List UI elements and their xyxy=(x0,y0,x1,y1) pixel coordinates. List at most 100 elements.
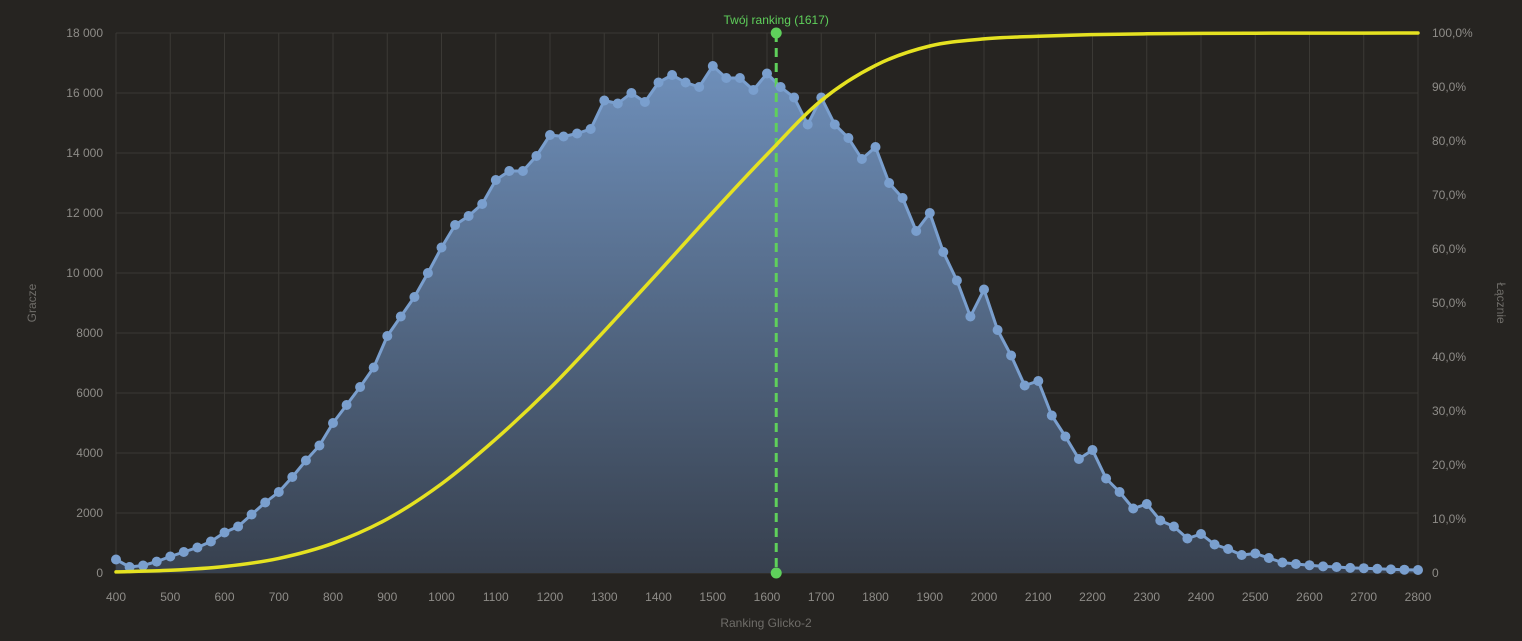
y-tick-label: 8000 xyxy=(76,326,103,340)
y-tick-label: 4000 xyxy=(76,446,103,460)
players-point xyxy=(422,268,433,278)
players-point xyxy=(1168,521,1179,532)
y2-tick-label: 60,0% xyxy=(1432,242,1466,256)
players-point xyxy=(436,242,447,253)
players-point xyxy=(1277,557,1288,568)
x-tick-label: 600 xyxy=(214,590,234,604)
players-point xyxy=(911,226,922,236)
players-point xyxy=(694,82,705,92)
y-tick-label: 18 000 xyxy=(66,26,103,40)
players-point xyxy=(762,68,772,79)
players-point xyxy=(829,119,840,130)
players-point xyxy=(233,521,244,532)
players-point xyxy=(355,382,366,392)
players-point xyxy=(938,247,949,257)
players-point xyxy=(951,275,962,286)
players-point xyxy=(368,362,379,373)
players-point xyxy=(545,130,555,140)
y-tick-label: 12 000 xyxy=(66,206,103,220)
players-point xyxy=(124,562,135,572)
players-point xyxy=(626,88,637,98)
players-point xyxy=(1196,529,1206,539)
players-point xyxy=(192,542,203,553)
rating-marker-bottom-dot xyxy=(770,567,782,579)
players-area-fill xyxy=(116,66,1418,573)
players-point xyxy=(1101,473,1112,484)
players-point xyxy=(1385,564,1396,575)
players-point xyxy=(477,199,488,209)
players-point xyxy=(680,77,691,88)
x-tick-label: 2800 xyxy=(1405,590,1432,604)
players-point xyxy=(897,193,908,203)
players-point xyxy=(721,73,732,83)
players-point xyxy=(409,292,420,302)
y2-tick-label: 20,0% xyxy=(1432,458,1466,472)
players-point xyxy=(328,418,338,428)
players-point xyxy=(924,208,935,218)
players-point xyxy=(1318,561,1329,572)
players-point xyxy=(1033,376,1044,386)
players-point xyxy=(1331,562,1342,572)
x-tick-label: 700 xyxy=(269,590,289,604)
cumulative-line xyxy=(114,31,1420,574)
players-point xyxy=(1155,515,1166,526)
y-tick-label: 0 xyxy=(96,566,103,580)
players-point xyxy=(1209,539,1220,550)
x-tick-label: 1500 xyxy=(699,590,726,604)
players-point xyxy=(205,536,216,547)
players-point xyxy=(639,97,650,107)
players-point xyxy=(1006,350,1017,361)
y2-tick-label: 0 xyxy=(1432,566,1439,580)
players-point xyxy=(979,284,989,295)
players-point xyxy=(138,560,149,571)
players-point xyxy=(1399,564,1410,575)
axes: 400 500 600 700 800 900 1000 1100 1200 1300 1400 15… xyxy=(66,26,1473,604)
players-point xyxy=(260,497,271,508)
y2-tick-label: 80,0% xyxy=(1432,134,1466,148)
y2-tick-label: 40,0% xyxy=(1432,350,1466,364)
x-tick-label: 2600 xyxy=(1296,590,1323,604)
players-point xyxy=(789,92,800,103)
players-point xyxy=(1345,562,1356,573)
players-point xyxy=(314,440,325,451)
x-tick-label: 1300 xyxy=(591,590,618,604)
y2-tick-label: 100,0% xyxy=(1432,26,1473,40)
players-point xyxy=(219,527,230,538)
players-point xyxy=(1114,487,1125,497)
x-tick-label: 2000 xyxy=(971,590,998,604)
y2-tick-label: 70,0% xyxy=(1432,188,1466,202)
players-point xyxy=(246,509,257,520)
players-point xyxy=(517,166,528,176)
players-point xyxy=(775,82,786,92)
players-point xyxy=(450,220,461,230)
x-tick-label: 1700 xyxy=(808,590,835,604)
players-point xyxy=(151,556,162,567)
players-point xyxy=(748,85,759,95)
x-axis-title: Ranking Glicko-2 xyxy=(720,616,812,630)
players-point xyxy=(287,472,298,482)
players-point xyxy=(1087,445,1098,455)
x-tick-label: 1100 xyxy=(483,590,509,604)
x-tick-label: 1900 xyxy=(916,590,943,604)
x-tick-label: 2400 xyxy=(1188,590,1215,604)
x-tick-label: 1200 xyxy=(537,590,564,604)
y2-tick-label: 30,0% xyxy=(1432,404,1466,418)
players-point xyxy=(1263,553,1274,563)
players-point xyxy=(1223,544,1234,554)
players-point xyxy=(165,551,176,562)
players-point xyxy=(1019,380,1030,391)
players-point xyxy=(707,61,718,71)
y2-tick-label: 50,0% xyxy=(1432,296,1466,310)
players-point xyxy=(653,77,664,88)
players-point xyxy=(572,128,583,139)
players-point xyxy=(463,211,474,221)
players-point xyxy=(382,331,393,341)
y-tick-label: 16 000 xyxy=(66,86,103,100)
players-point xyxy=(585,124,596,134)
players-area xyxy=(115,64,1419,573)
players-point xyxy=(612,98,623,109)
players-point xyxy=(558,131,569,142)
players-point xyxy=(1304,560,1315,571)
x-tick-label: 2200 xyxy=(1079,590,1106,604)
players-point xyxy=(884,178,895,188)
